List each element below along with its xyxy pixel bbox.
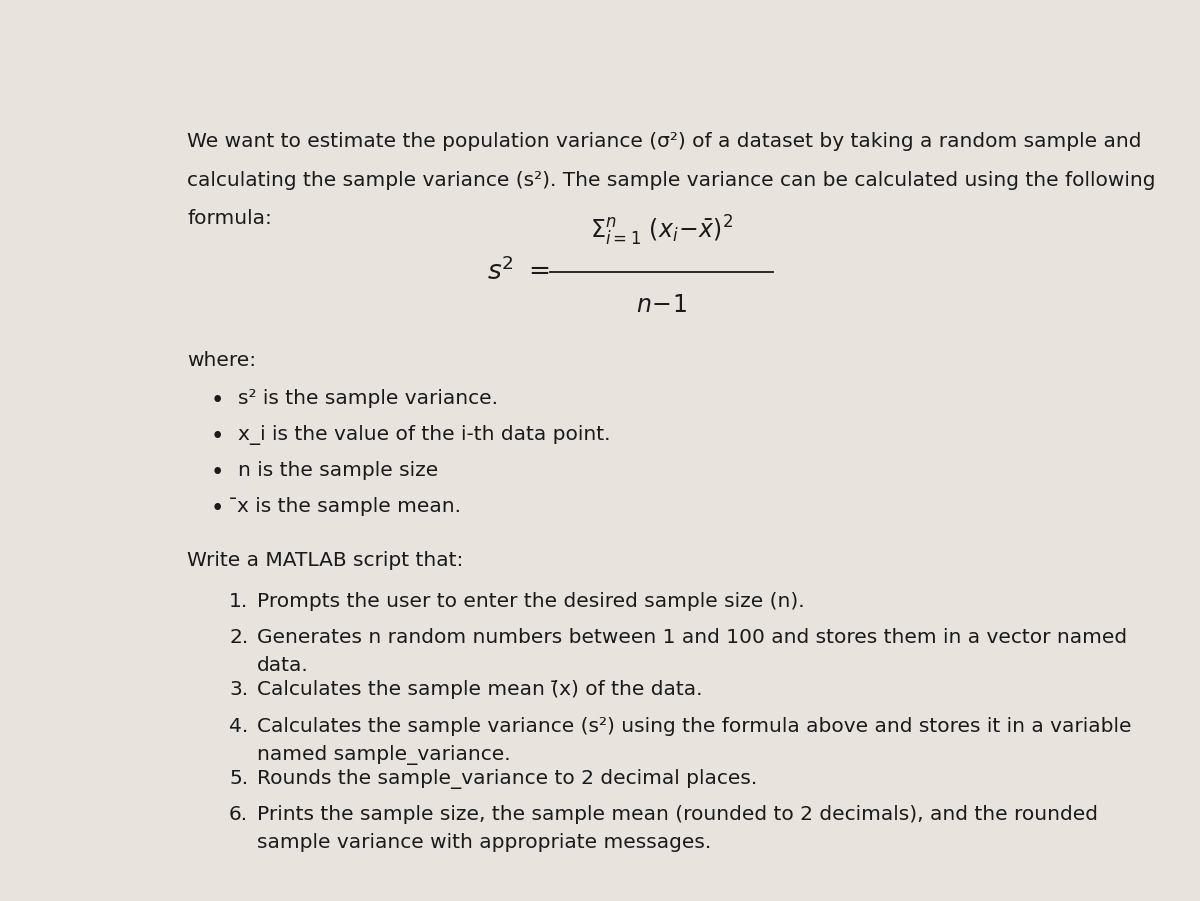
Text: $n\!-\!1$: $n\!-\!1$ (636, 294, 688, 317)
Text: We want to estimate the population variance (σ²) of a dataset by taking a random: We want to estimate the population varia… (187, 132, 1141, 151)
Text: $s^2\ =$: $s^2\ =$ (487, 257, 550, 286)
Text: 1.: 1. (229, 592, 248, 612)
Text: Generates n random numbers between 1 and 100 and stores them in a vector named
d: Generates n random numbers between 1 and… (257, 629, 1127, 676)
Text: n is the sample size: n is the sample size (239, 461, 439, 480)
Text: •: • (210, 425, 224, 448)
Text: where:: where: (187, 351, 257, 370)
Text: •: • (210, 389, 224, 412)
Text: 3.: 3. (229, 680, 248, 699)
Text: s² is the sample variance.: s² is the sample variance. (239, 389, 498, 408)
Text: Calculates the sample mean (̄x) of the data.: Calculates the sample mean (̄x) of the d… (257, 680, 702, 699)
Text: x_i is the value of the i-th data point.: x_i is the value of the i-th data point. (239, 425, 611, 445)
Text: calculating the sample variance (s²). The sample variance can be calculated usin: calculating the sample variance (s²). Th… (187, 170, 1156, 189)
Text: •: • (210, 497, 224, 520)
Text: 5.: 5. (229, 769, 248, 787)
Text: Calculates the sample variance (s²) using the formula above and stores it in a v: Calculates the sample variance (s²) usin… (257, 716, 1132, 765)
Text: Prompts the user to enter the desired sample size (n).: Prompts the user to enter the desired sa… (257, 592, 804, 612)
Text: $\Sigma_{i=1}^{n}\ (x_i\!-\!\bar{x})^2$: $\Sigma_{i=1}^{n}\ (x_i\!-\!\bar{x})^2$ (590, 214, 733, 249)
Text: ̄x is the sample mean.: ̄x is the sample mean. (239, 497, 462, 516)
Text: Prints the sample size, the sample mean (rounded to 2 decimals), and the rounded: Prints the sample size, the sample mean … (257, 805, 1098, 851)
Text: formula:: formula: (187, 209, 272, 228)
Text: 4.: 4. (229, 716, 248, 735)
Text: Write a MATLAB script that:: Write a MATLAB script that: (187, 551, 463, 569)
Text: 2.: 2. (229, 629, 248, 648)
Text: •: • (210, 461, 224, 484)
Text: Rounds the sample_variance to 2 decimal places.: Rounds the sample_variance to 2 decimal … (257, 769, 757, 788)
Text: 6.: 6. (229, 805, 248, 824)
